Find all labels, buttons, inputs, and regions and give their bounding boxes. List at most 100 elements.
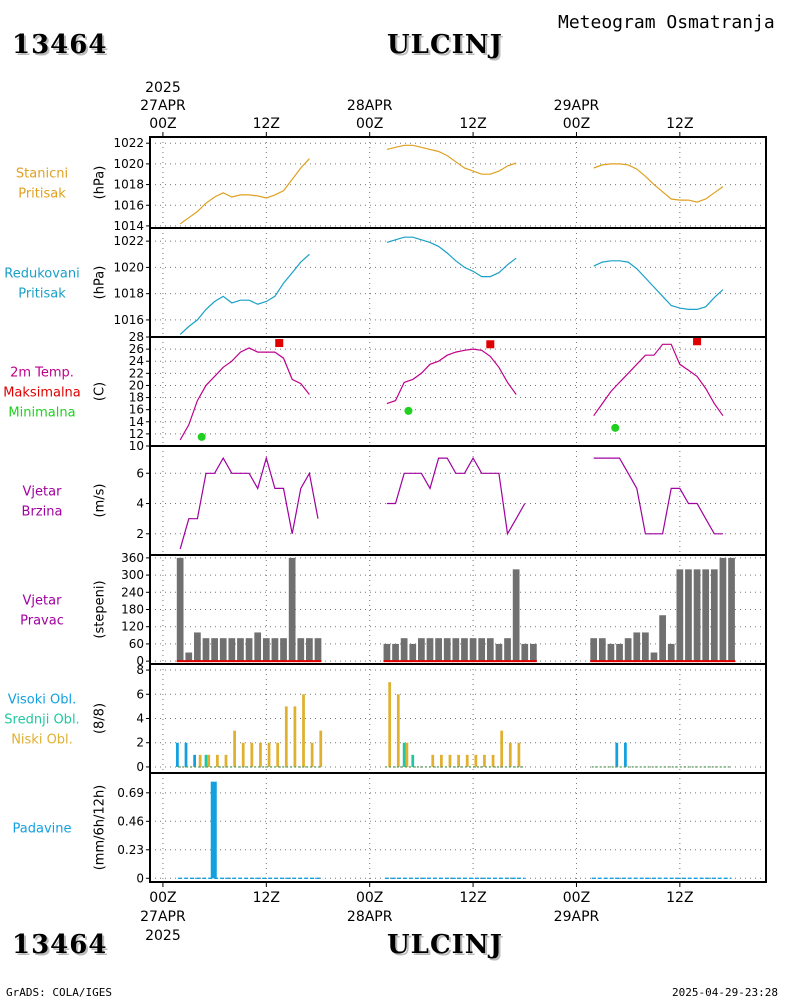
wind-direction-bar (306, 638, 313, 662)
wind-direction-bar (693, 569, 701, 662)
panel-label: Padavine (13, 822, 72, 837)
y-tick-label: 8 (136, 663, 144, 677)
wind-direction-bar (452, 638, 460, 662)
y-tick-label: 16 (129, 403, 144, 417)
x-year-label-top: 2025 (145, 80, 181, 96)
cloud-bar (276, 742, 280, 767)
wind-direction-bar (409, 643, 417, 662)
series-line (179, 455, 319, 550)
cloud-bar (193, 754, 197, 767)
y-axis-label: (C) (93, 382, 108, 401)
wind-direction-bar (486, 638, 494, 662)
y-tick-label: 0 (136, 871, 144, 885)
wind-direction-bar (728, 557, 735, 662)
y-tick-label: 2 (136, 736, 144, 750)
cloud-bar (439, 754, 443, 767)
max-temp-marker (486, 340, 495, 349)
x-tick-label-bottom: 12Z (253, 890, 280, 906)
y-tick-label: 18 (129, 391, 144, 405)
cloud-bar (184, 742, 188, 767)
wind-direction-bar (245, 638, 253, 662)
wind-direction-bar (443, 638, 451, 662)
cloud-bar (293, 706, 297, 767)
footer-timestamp: 2025-04-29-23:28 (672, 986, 778, 999)
x-date-label-top: 28APR (347, 98, 393, 114)
y-axis-label: (hPa) (93, 166, 108, 200)
y-tick-label: 10 (129, 439, 144, 453)
x-date-label-bottom: 28APR (347, 909, 393, 925)
y-tick-label: 0 (136, 760, 144, 774)
cloud-bar (483, 754, 486, 767)
y-tick-label: 300 (121, 568, 144, 582)
cloud-bar (500, 730, 504, 767)
y-tick-label: 24 (129, 354, 144, 368)
x-year-label-bottom: 2025 (145, 928, 181, 944)
series-line (386, 348, 517, 405)
wind-direction-bar (478, 638, 486, 662)
panel-frame (149, 136, 767, 229)
cloud-bar (284, 706, 288, 767)
wind-direction-bar (254, 632, 262, 662)
panel-label: 2m Temp. (10, 366, 74, 381)
series-line (593, 260, 724, 310)
series-line (179, 347, 310, 441)
y-axis-label: (8/8) (93, 703, 108, 734)
y-axis-label: (stepeni) (93, 580, 108, 638)
panel-label: Srednji Obl. (4, 713, 79, 728)
cloud-bar (250, 742, 254, 767)
y-tick-label: 120 (121, 620, 144, 634)
cloud-bar (207, 754, 211, 767)
wind-direction-bar (237, 638, 244, 662)
wind-direction-bar (176, 557, 184, 662)
y-tick-label: 60 (129, 637, 144, 651)
wind-direction-bar (314, 638, 322, 662)
y-axis-label: (hPa) (93, 266, 108, 300)
cloud-bar (491, 754, 495, 767)
series-line (593, 343, 724, 417)
series-line (179, 158, 310, 225)
y-tick-label: 1018 (113, 178, 144, 192)
y-tick-label: 1014 (113, 219, 144, 233)
cloud-bar (517, 742, 521, 767)
wind-direction-bar (280, 638, 287, 662)
panel-label: Brzina (22, 505, 63, 520)
panel-frame (149, 772, 767, 883)
panel-label: Maksimalna (3, 386, 81, 401)
panel-label: Pravac (20, 614, 64, 629)
y-axis-label: (mm/6h/12h) (93, 785, 108, 871)
wind-direction-bar (702, 569, 710, 662)
y-tick-label: 4 (136, 712, 144, 726)
y-tick-label: 6 (136, 687, 144, 701)
y-tick-label: 20 (129, 378, 144, 392)
cloud-bar (176, 742, 179, 767)
cloud-bar (241, 742, 245, 767)
wind-direction-bar (495, 643, 503, 662)
y-tick-label: 6 (136, 466, 144, 480)
y-tick-label: 180 (121, 603, 144, 617)
panel-frame (149, 336, 767, 447)
station-id-top: 13464 (12, 30, 108, 60)
wind-direction-bar (211, 638, 218, 662)
wind-direction-bar (650, 652, 658, 662)
y-axis-label: (m/s) (93, 484, 108, 518)
wind-direction-bar (633, 632, 641, 662)
wind-direction-bar (710, 569, 718, 662)
precipitation-bar (210, 781, 217, 879)
wind-direction-bar (383, 643, 391, 662)
wind-direction-bar (667, 643, 675, 662)
x-tick-label-bottom: 00Z (149, 890, 176, 906)
cloud-bar (224, 754, 228, 767)
x-tick-label-top: 00Z (356, 116, 383, 132)
y-tick-label: 360 (121, 551, 144, 565)
cloud-bar (233, 730, 236, 767)
wind-direction-bar (607, 643, 615, 662)
wind-direction-bar (288, 557, 296, 662)
cloud-bar (405, 742, 409, 767)
y-tick-label: 1022 (113, 136, 144, 150)
wind-direction-bar (392, 643, 399, 662)
wind-direction-bar (228, 638, 236, 662)
cloud-bar (388, 682, 392, 767)
series-line (386, 144, 517, 175)
x-tick-label-bottom: 12Z (459, 890, 486, 906)
